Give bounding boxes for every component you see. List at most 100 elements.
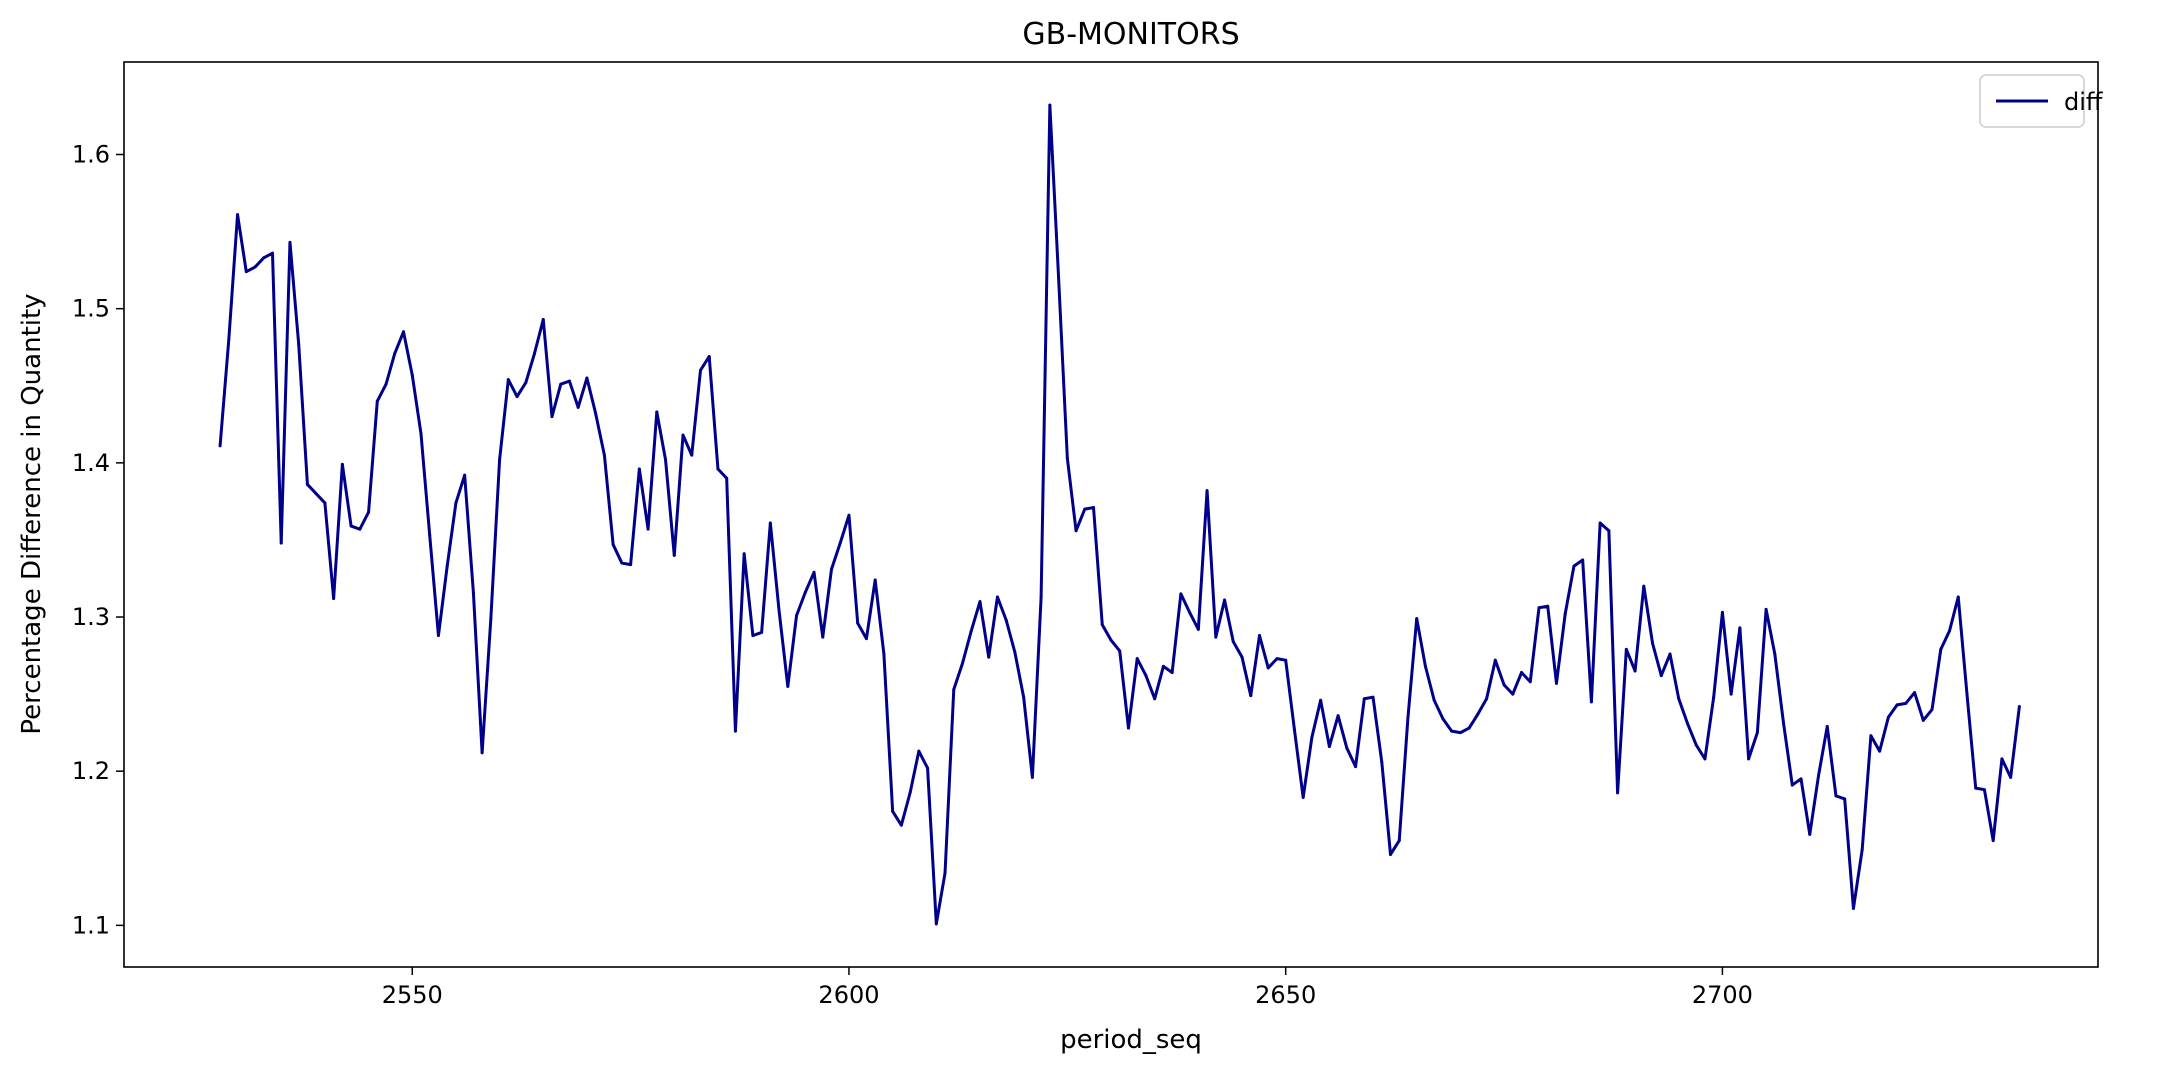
y-tick-label: 1.2 (72, 757, 110, 785)
data-point (1161, 664, 1165, 668)
data-point (1257, 634, 1261, 638)
data-point (1633, 669, 1637, 673)
data-point (358, 527, 362, 531)
data-point (1694, 743, 1698, 747)
data-point (533, 351, 537, 355)
data-point (961, 661, 965, 665)
data-point (1022, 695, 1026, 699)
data-point (681, 433, 685, 437)
data-point (1476, 712, 1480, 716)
y-axis: 1.1 1.2 1.3 1.4 1.5 1.6 (72, 141, 124, 939)
data-point (489, 617, 493, 621)
data-point (2000, 757, 2004, 761)
data-point (1249, 694, 1253, 698)
data-point (1598, 521, 1602, 525)
data-point (1886, 715, 1890, 719)
data-point (1939, 647, 1943, 651)
plot-frame (123, 61, 2099, 968)
data-point (1450, 729, 1454, 733)
data-point (515, 395, 519, 399)
data-point (629, 563, 633, 567)
data-point (1345, 746, 1349, 750)
data-point (1738, 626, 1742, 630)
x-tick-label: 2650 (1255, 981, 1316, 1009)
legend: diff (1979, 74, 2103, 128)
data-point (567, 379, 571, 383)
data-point (786, 684, 790, 688)
data-point (1083, 507, 1087, 511)
data-point (454, 501, 458, 505)
data-point (1607, 529, 1611, 533)
data-point (1223, 598, 1227, 602)
data-point (550, 415, 554, 419)
data-point (1397, 839, 1401, 843)
data-point (1153, 697, 1157, 701)
data-point (367, 510, 371, 514)
data-point (262, 256, 266, 260)
data-point (1528, 680, 1532, 684)
data-point (559, 382, 563, 386)
data-point (943, 871, 947, 875)
data-point (733, 729, 737, 733)
data-point (1991, 839, 1995, 843)
data-point (1275, 657, 1279, 661)
data-point (1188, 610, 1192, 614)
data-point (1546, 604, 1550, 608)
data-point (1135, 657, 1139, 661)
data-point (1039, 595, 1043, 599)
data-point (1651, 641, 1655, 645)
data-point (506, 378, 510, 382)
data-point (384, 382, 388, 386)
data-point (1432, 698, 1436, 702)
data-point (1144, 674, 1148, 678)
data-point (1354, 765, 1358, 769)
data-point (1231, 640, 1235, 644)
data-point (882, 652, 886, 656)
data-point (620, 561, 624, 565)
data-point (1319, 698, 1323, 702)
data-point (1563, 612, 1567, 616)
data-point (1389, 852, 1392, 856)
x-tick-label: 2600 (818, 981, 879, 1009)
data-point (1747, 757, 1751, 761)
data-point (1030, 775, 1034, 779)
data-point (1904, 701, 1908, 705)
y-tick-label: 1.4 (72, 449, 110, 477)
data-point (1790, 783, 1794, 787)
data-point (323, 501, 327, 505)
x-tick-label: 2700 (1692, 981, 1753, 1009)
data-point (436, 634, 440, 638)
data-point (1659, 674, 1663, 678)
data-point (856, 621, 860, 625)
data-point (1817, 774, 1820, 778)
data-point (393, 351, 397, 355)
data-point (1004, 618, 1008, 622)
data-point (1048, 103, 1052, 107)
data-point (1677, 697, 1681, 701)
data-point (1948, 629, 1952, 633)
plot-area (218, 103, 2021, 926)
data-point (1057, 276, 1061, 280)
data-point (908, 791, 912, 795)
data-point (1720, 610, 1724, 614)
data-point (611, 543, 615, 547)
data-point (463, 473, 467, 477)
data-point (995, 595, 999, 599)
data-point (1126, 726, 1130, 730)
data-point (585, 376, 589, 380)
data-point (1764, 607, 1768, 611)
data-point (1834, 794, 1838, 798)
data-point (830, 567, 833, 571)
data-point (969, 629, 973, 633)
data-point (1109, 638, 1113, 642)
data-point (725, 476, 729, 480)
data-point (253, 265, 257, 269)
data-point (1913, 691, 1917, 695)
data-point (1467, 726, 1471, 730)
y-axis-label: Percentage Difference in Quantity (17, 293, 47, 734)
data-point (218, 444, 222, 448)
data-point (270, 251, 274, 255)
data-point (602, 453, 606, 457)
data-point (795, 613, 799, 617)
data-point (576, 405, 580, 409)
